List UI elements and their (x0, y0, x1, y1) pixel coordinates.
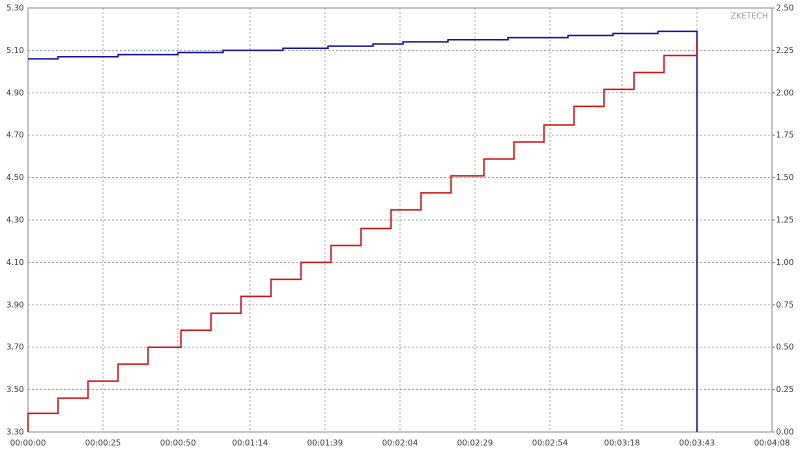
x-tick-label: 00:00:25 (85, 439, 121, 448)
y2-tick-label: 0.25 (776, 385, 794, 394)
x-tick-label: 00:02:54 (532, 439, 568, 448)
y-tick-label: 3.70 (6, 343, 24, 352)
y-tick-label: 4.30 (6, 216, 24, 225)
y2-tick-label: 0.00 (776, 428, 794, 437)
series-line (27, 41, 698, 432)
x-tick-label: 00:02:29 (457, 439, 493, 448)
series-line (28, 30, 698, 432)
y-tick-label: 3.30 (6, 428, 24, 437)
x-tick-label: 00:02:04 (382, 439, 418, 448)
y-tick-label: 4.90 (6, 88, 24, 97)
y-tick-label: 4.50 (6, 173, 24, 182)
y2-tick-label: 1.00 (776, 258, 794, 267)
x-tick-label: 00:04:08 (754, 439, 790, 448)
y2-tick-label: 0.50 (776, 343, 794, 352)
x-tick-label: 00:01:14 (232, 439, 268, 448)
y2-tick-label: 0.75 (776, 300, 794, 309)
y2-tick-label: 2.25 (776, 46, 794, 55)
x-tick-label: 00:00:50 (160, 439, 196, 448)
x-tick-label: 00:00:00 (10, 439, 46, 448)
y2-tick-label: 1.75 (776, 131, 794, 140)
y2-tick-label: 1.25 (776, 216, 794, 225)
y-tick-label: 3.50 (6, 385, 24, 394)
x-tick-label: 00:03:43 (679, 439, 715, 448)
y-tick-label: 3.90 (6, 300, 24, 309)
x-tick-label: 00:03:18 (604, 439, 640, 448)
y-tick-label: 5.10 (6, 46, 24, 55)
y2-tick-label: 1.50 (776, 173, 794, 182)
x-tick-label: 00:01:39 (307, 439, 343, 448)
y-tick-label: 4.70 (6, 131, 24, 140)
y2-tick-label: 2.00 (776, 88, 794, 97)
annotation: ZKETECH (731, 12, 768, 21)
y2-tick-label: 2.50 (776, 4, 794, 13)
y-tick-label: 4.10 (6, 258, 24, 267)
y-tick-label: 5.30 (6, 4, 24, 13)
